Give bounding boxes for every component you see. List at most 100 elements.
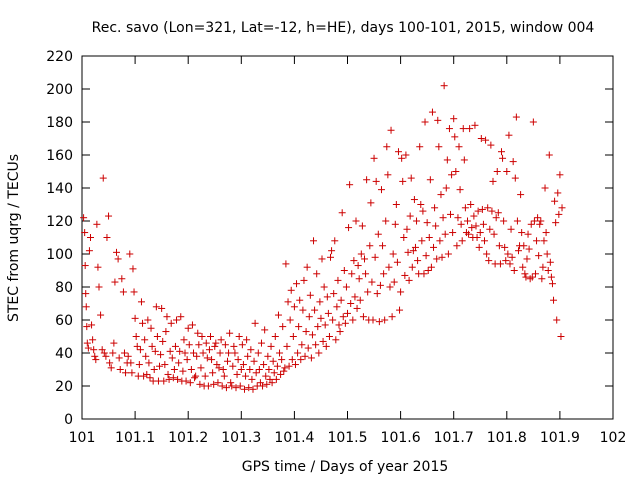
- x-tick-label: 101.3: [221, 430, 261, 446]
- data-point: [490, 230, 498, 238]
- x-tick-label: 101.7: [434, 430, 474, 446]
- x-tick-label: 101.5: [327, 430, 367, 446]
- data-point: [539, 263, 547, 271]
- data-point: [430, 243, 438, 251]
- data-point: [536, 220, 544, 228]
- data-point: [349, 316, 357, 324]
- data-point: [158, 304, 166, 312]
- data-point: [288, 356, 296, 364]
- data-point: [523, 255, 531, 263]
- data-point: [554, 189, 562, 197]
- data-point: [227, 379, 235, 387]
- data-point: [301, 352, 309, 360]
- data-point: [472, 222, 480, 230]
- data-point: [294, 349, 302, 357]
- data-point: [263, 380, 271, 388]
- data-point: [334, 276, 342, 284]
- data-point: [371, 253, 379, 261]
- data-point: [81, 262, 89, 270]
- data-point: [111, 278, 119, 286]
- y-axis-label: STEC from uqrg / TECUs: [6, 154, 22, 322]
- data-point: [444, 250, 452, 258]
- data-point: [427, 263, 435, 271]
- data-point: [362, 270, 370, 278]
- data-point: [373, 290, 381, 298]
- data-point: [522, 273, 530, 281]
- data-point: [548, 280, 556, 288]
- data-point: [402, 151, 410, 159]
- data-point: [109, 349, 117, 357]
- data-point: [148, 342, 156, 350]
- data-point: [236, 382, 244, 390]
- data-point: [89, 336, 97, 344]
- data-point: [295, 323, 303, 331]
- y-tick-label: 200: [46, 82, 73, 98]
- data-point: [291, 361, 299, 369]
- data-point: [210, 380, 218, 388]
- data-point: [468, 224, 476, 232]
- data-point: [529, 118, 537, 126]
- data-point: [492, 214, 500, 222]
- data-point: [424, 267, 432, 274]
- data-point: [384, 171, 392, 179]
- data-point: [304, 344, 312, 352]
- data-point: [431, 204, 439, 212]
- data-point: [413, 217, 421, 225]
- data-point: [147, 324, 155, 332]
- data-point: [535, 252, 543, 260]
- data-point: [479, 220, 487, 228]
- data-point: [124, 352, 132, 360]
- y-tick-label: 40: [55, 346, 73, 362]
- data-point: [348, 270, 356, 278]
- data-point: [324, 309, 332, 317]
- data-point: [281, 364, 289, 372]
- data-point: [351, 293, 359, 301]
- data-point: [254, 349, 262, 357]
- x-tick-label: 101.2: [168, 430, 208, 446]
- data-point: [345, 224, 353, 232]
- data-point: [235, 333, 243, 340]
- data-point: [187, 366, 195, 373]
- data-point: [237, 366, 245, 373]
- data-point: [119, 288, 127, 296]
- data-point: [99, 174, 107, 182]
- data-point: [223, 357, 231, 365]
- data-point: [452, 168, 460, 175]
- data-point: [177, 313, 185, 321]
- data-point: [393, 258, 401, 266]
- data-point: [211, 342, 219, 350]
- data-point: [435, 143, 443, 151]
- data-point: [419, 207, 427, 215]
- data-point: [420, 270, 428, 278]
- data-point: [191, 374, 199, 382]
- data-point: [130, 288, 138, 296]
- data-point: [175, 359, 183, 367]
- data-point: [531, 270, 539, 278]
- data-point: [143, 370, 151, 378]
- data-point: [315, 349, 323, 357]
- data-point: [486, 225, 494, 233]
- data-point: [92, 356, 100, 364]
- data-point: [303, 263, 311, 271]
- data-point: [248, 375, 256, 383]
- data-point: [525, 245, 533, 253]
- data-point: [421, 118, 429, 126]
- data-point: [547, 273, 555, 281]
- x-tick-label: 102: [600, 430, 627, 446]
- data-point: [553, 316, 561, 324]
- data-point: [232, 384, 240, 392]
- data-point: [380, 270, 388, 278]
- y-tick-label: 80: [55, 280, 73, 296]
- data-point: [300, 276, 308, 284]
- data-point: [473, 234, 481, 241]
- data-point: [322, 342, 330, 350]
- x-tick-label: 101.1: [115, 430, 155, 446]
- data-point: [360, 255, 368, 263]
- data-point: [484, 204, 492, 212]
- data-point: [368, 278, 376, 286]
- data-point: [296, 296, 304, 304]
- data-point: [321, 321, 329, 329]
- data-point: [167, 319, 175, 327]
- data-point: [314, 323, 322, 331]
